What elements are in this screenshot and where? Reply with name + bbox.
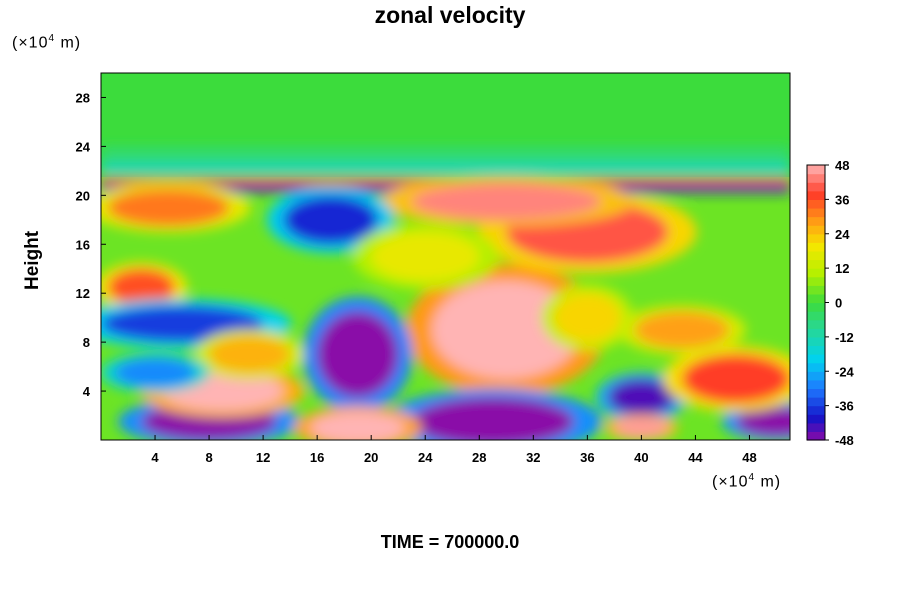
x-tick-label: 40 bbox=[634, 450, 648, 465]
field-features bbox=[101, 147, 790, 440]
colorbar-segment bbox=[807, 362, 825, 372]
field-blob bbox=[411, 183, 601, 220]
plot-frame bbox=[100, 72, 791, 441]
x-tick-label: 28 bbox=[472, 450, 486, 465]
colorbar-segment bbox=[807, 319, 825, 329]
colorbar-segment bbox=[807, 405, 825, 415]
y-unit-exponent: 4 bbox=[48, 33, 56, 44]
x-unit-suffix: m) bbox=[755, 473, 782, 491]
colorbar-segment bbox=[807, 302, 825, 312]
x-tick-label: 20 bbox=[364, 450, 378, 465]
colorbar-segment bbox=[807, 199, 825, 209]
y-tick-label: 20 bbox=[76, 188, 90, 203]
plot-area bbox=[101, 73, 790, 440]
y-axis-unit: (×104 m) bbox=[12, 33, 81, 52]
chart-title: zonal velocity bbox=[374, 2, 526, 28]
field-blob bbox=[614, 417, 669, 438]
colorbar-tick-label: 0 bbox=[835, 296, 842, 311]
colorbar-segment bbox=[807, 233, 825, 243]
colorbar-segment bbox=[807, 311, 825, 321]
field-band bbox=[101, 147, 790, 160]
x-tick-label: 8 bbox=[205, 450, 212, 465]
colorbar-tick-label: 12 bbox=[835, 261, 849, 276]
colorbar-tick-label: -24 bbox=[835, 364, 855, 379]
x-tick-label: 48 bbox=[742, 450, 756, 465]
field-blob bbox=[634, 311, 730, 349]
colorbar-segment bbox=[807, 388, 825, 398]
colorbar-segment bbox=[807, 216, 825, 226]
field-band bbox=[101, 163, 790, 173]
field-upper-region bbox=[101, 73, 790, 177]
colorbar-tick-label: 24 bbox=[835, 227, 850, 242]
colorbar-segment bbox=[807, 276, 825, 286]
x-tick-label: 4 bbox=[151, 450, 159, 465]
colorbar-segment bbox=[807, 182, 825, 192]
x-tick-label: 44 bbox=[688, 450, 703, 465]
colorbar-segment bbox=[807, 259, 825, 269]
colorbar-segment bbox=[807, 354, 825, 364]
y-tick-label: 8 bbox=[83, 335, 90, 350]
field-blob bbox=[114, 358, 196, 388]
field-blob bbox=[431, 280, 581, 379]
y-tick-label: 24 bbox=[76, 139, 91, 154]
colorbar-tick-label: 36 bbox=[835, 192, 849, 207]
x-axis-unit: (×104 m) bbox=[712, 472, 781, 491]
colorbar-segment bbox=[807, 207, 825, 218]
x-tick-label: 16 bbox=[310, 450, 324, 465]
y-unit-prefix: (×10 bbox=[12, 34, 49, 52]
colorbar-segment bbox=[807, 397, 825, 407]
field-blob bbox=[283, 195, 378, 245]
y-tick-label: 16 bbox=[76, 237, 90, 252]
colorbar-segment bbox=[807, 328, 825, 338]
colorbar-segment bbox=[807, 379, 825, 390]
colorbar-segment bbox=[807, 173, 825, 183]
time-label: TIME = 700000.0 bbox=[380, 532, 520, 552]
x-tick-label: 12 bbox=[256, 450, 270, 465]
colorbar-segment bbox=[807, 242, 825, 252]
colorbar-segment bbox=[807, 225, 825, 235]
colorbar: 48 36 24 12 0 -12 -24 -36 -48 bbox=[806, 158, 855, 448]
field-blob bbox=[107, 189, 230, 226]
colorbar-tick-label: 48 bbox=[835, 158, 849, 173]
colorbar-tick-label: -48 bbox=[835, 433, 854, 448]
x-tick-label: 32 bbox=[526, 450, 540, 465]
x-axis-ticks: 4 8 12 16 20 24 28 32 36 40 44 48 bbox=[151, 435, 757, 465]
field-blob bbox=[209, 336, 291, 373]
field-blob bbox=[310, 411, 405, 440]
colorbar-segment bbox=[807, 250, 825, 261]
field-blob bbox=[411, 397, 574, 440]
y-tick-label: 4 bbox=[83, 384, 91, 399]
field-blob bbox=[607, 378, 676, 416]
y-tick-label: 28 bbox=[76, 90, 90, 105]
x-unit-prefix: (×10 bbox=[712, 473, 749, 491]
colorbar-segment bbox=[807, 414, 825, 424]
colorbar-segment bbox=[807, 371, 825, 381]
field-blob bbox=[735, 406, 790, 437]
y-axis-ticks: 4 8 12 16 20 24 28 bbox=[76, 90, 106, 399]
field-blob bbox=[681, 354, 790, 404]
colorbar-segment bbox=[807, 293, 825, 304]
x-tick-label: 24 bbox=[418, 450, 433, 465]
x-tick-label: 36 bbox=[580, 450, 594, 465]
colorbar-segment bbox=[807, 431, 825, 441]
field-blob bbox=[317, 311, 399, 398]
colorbar-segment bbox=[807, 285, 825, 295]
field-blob bbox=[553, 293, 622, 343]
field-blob bbox=[107, 268, 176, 306]
field-blob bbox=[371, 232, 480, 281]
x-unit-exponent: 4 bbox=[748, 472, 756, 483]
colorbar-segment bbox=[807, 268, 825, 278]
y-unit-suffix: m) bbox=[55, 34, 82, 52]
colorbar-segment bbox=[807, 422, 825, 433]
colorbar-segment bbox=[807, 345, 825, 355]
colorbar-tick-label: -36 bbox=[835, 399, 854, 414]
colorbar-segment bbox=[807, 336, 825, 347]
colorbar-segment bbox=[807, 190, 825, 200]
colorbar-segment bbox=[807, 165, 825, 175]
y-tick-label: 12 bbox=[76, 286, 90, 301]
colorbar-tick-label: -12 bbox=[835, 330, 854, 345]
